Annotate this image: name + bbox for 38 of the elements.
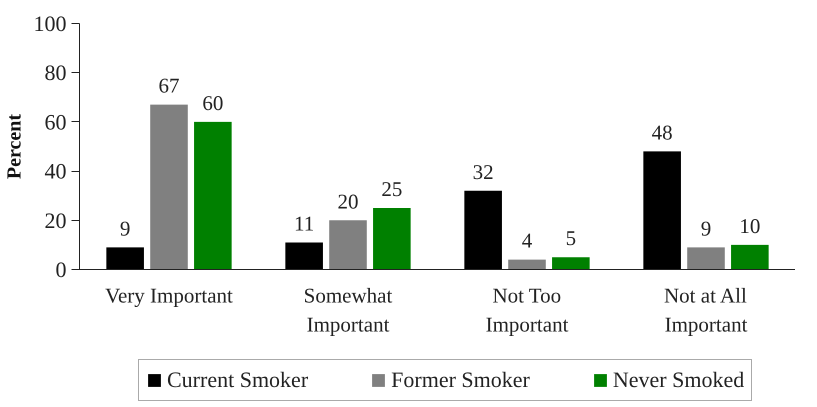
y-axis-title: Percent <box>4 114 26 180</box>
legend-label: Current Smoker <box>167 367 308 393</box>
bar <box>329 220 367 270</box>
bar <box>552 257 590 270</box>
y-tick-label: 40 <box>44 158 66 184</box>
data-label: 5 <box>566 226 576 250</box>
x-tick-label: Not Too Important <box>486 284 569 336</box>
data-label: 10 <box>739 214 760 238</box>
data-label: 20 <box>338 189 358 214</box>
bar <box>687 247 725 270</box>
y-tick-label: 20 <box>44 208 66 233</box>
bar <box>373 208 411 270</box>
data-label: 60 <box>202 90 224 115</box>
y-tick-label: 100 <box>34 11 66 36</box>
bar <box>194 122 232 270</box>
data-label: 4 <box>522 228 533 253</box>
y-tick-label: 0 <box>56 257 66 282</box>
y-tick-label: 80 <box>44 60 66 86</box>
data-label: 9 <box>700 216 712 240</box>
bar <box>285 242 323 270</box>
bar <box>731 244 769 270</box>
y-tick-label: 60 <box>44 109 66 134</box>
bar <box>150 104 188 270</box>
x-tick-label: Not at All Important <box>664 284 748 336</box>
bar <box>464 190 502 270</box>
x-tick-label: Very Important <box>105 284 234 308</box>
x-tick-label: Somewhat Important <box>304 284 392 336</box>
bar <box>106 247 144 270</box>
legend-label: Former Smoker <box>391 367 530 393</box>
bar <box>508 260 546 270</box>
data-label: 48 <box>652 120 673 144</box>
data-label: 11 <box>294 211 314 236</box>
data-label: 67 <box>158 74 180 98</box>
data-label: 25 <box>381 177 402 201</box>
data-label: 32 <box>472 160 494 184</box>
data-label: 9 <box>120 216 130 240</box>
legend-label: Never Smoked <box>612 367 744 393</box>
bar <box>643 151 681 270</box>
